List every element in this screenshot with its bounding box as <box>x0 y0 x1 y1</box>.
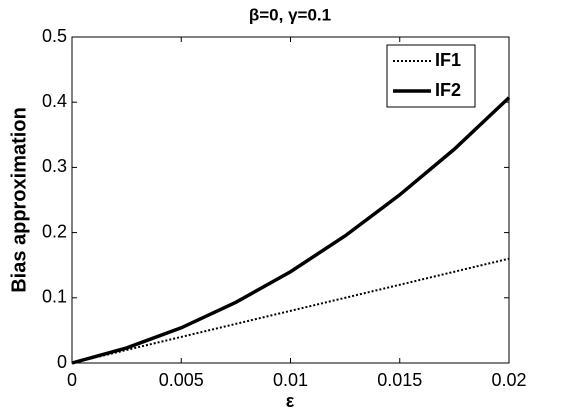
y-axis-label: Bias approximation <box>8 107 30 293</box>
y-tick-label: 0.1 <box>42 287 67 307</box>
x-tick-label: 0.005 <box>159 370 204 390</box>
x-axis-label: ε <box>286 391 295 411</box>
legend-box <box>386 44 476 108</box>
line-series <box>71 96 511 365</box>
y-tick-label: 0.3 <box>42 156 67 176</box>
legend-label: IF2 <box>435 80 461 100</box>
legend-label: IF1 <box>435 50 461 70</box>
y-tick-label: 0.2 <box>42 221 67 241</box>
x-tick-label: 0.01 <box>273 370 308 390</box>
y-tick-label: 0 <box>57 352 67 372</box>
x-tick-label: 0 <box>67 370 77 390</box>
y-tick-label: 0.5 <box>42 26 67 46</box>
chart-title: β=0, γ=0.1 <box>249 5 331 24</box>
y-tick-label: 0.4 <box>42 91 67 111</box>
x-tick-label: 0.02 <box>491 370 526 390</box>
x-tick-label: 0.015 <box>377 370 422 390</box>
line-series <box>71 257 510 364</box>
